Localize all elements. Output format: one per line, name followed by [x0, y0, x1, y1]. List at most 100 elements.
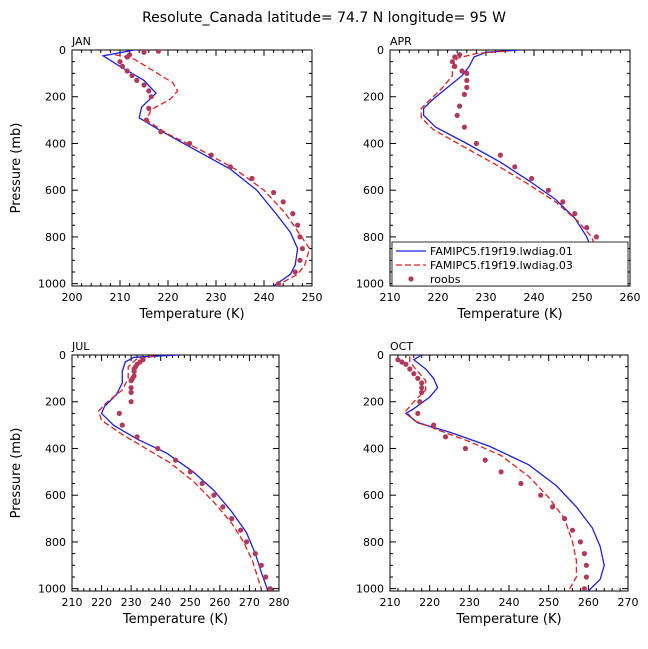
- obs-point: [545, 187, 552, 193]
- obs-point: [452, 63, 458, 69]
- obs-point: [128, 385, 134, 391]
- obs-point: [263, 574, 269, 580]
- obs-point: [461, 91, 467, 97]
- obs-point: [518, 480, 524, 487]
- obs-point: [134, 77, 140, 83]
- obs-point: [243, 539, 250, 545]
- obs-point: [128, 399, 134, 405]
- panel-jul: JUL 210 220 230 240 250 260 270 280 0 200 400 600 800…: [9, 340, 290, 627]
- legend-box: [391, 241, 629, 287]
- legend-swatch-roobs: [408, 276, 414, 282]
- x-tick-label: 230: [206, 291, 227, 304]
- x-tick-label: 260: [209, 596, 230, 609]
- obs-point: [462, 445, 468, 452]
- obs-point: [593, 234, 600, 240]
- obs-point: [577, 539, 584, 545]
- series-line-lwdiag01: [100, 355, 268, 589]
- obs-point: [449, 59, 455, 65]
- obs-point: [258, 562, 264, 568]
- x-tick-label: 230: [121, 596, 142, 609]
- obs-point: [252, 551, 258, 557]
- x-tick-label: 220: [91, 596, 112, 609]
- y-tick-label: 800: [363, 231, 384, 244]
- figure-title: Resolute_Canada latitude= 74.7 N longitu…: [142, 10, 506, 26]
- obs-point: [297, 234, 303, 240]
- obs-point: [275, 281, 281, 286]
- data-layer: [97, 355, 273, 591]
- x-tick-label: 200: [62, 291, 83, 304]
- y-tick-label: 200: [45, 91, 66, 104]
- obs-point: [271, 189, 277, 196]
- x-tick-label: 240: [150, 596, 171, 609]
- y-tick-label: 600: [45, 489, 66, 502]
- y-tick-label: 800: [45, 536, 66, 549]
- x-tick-label: 230: [459, 596, 480, 609]
- x-axis-label: Temperature (K): [456, 307, 562, 322]
- obs-point: [473, 140, 479, 147]
- y-axis-label: Pressure (mb): [9, 123, 24, 214]
- x-axis-label: Temperature (K): [455, 612, 561, 627]
- obs-point: [399, 359, 405, 365]
- x-tick-label: 220: [419, 596, 440, 609]
- series-line-lwdiag01: [101, 50, 299, 286]
- x-tick-label: 250: [302, 291, 323, 304]
- x-tick-label: 250: [180, 596, 201, 609]
- y-tick-label: 200: [363, 91, 384, 104]
- obs-point: [155, 50, 161, 54]
- panel-oct: OCT 210 220 230 240 250 260 270 0 200 400 600 800 100…: [356, 340, 639, 627]
- x-tick-label: 250: [572, 291, 593, 304]
- x-tick-label: 240: [524, 291, 545, 304]
- y-tick-label: 1000: [356, 583, 384, 596]
- x-tick-label: 270: [618, 596, 639, 609]
- obs-point: [583, 562, 590, 568]
- data-layer: [395, 355, 605, 591]
- y-tick-label: 600: [363, 184, 384, 197]
- obs-point: [290, 211, 296, 217]
- obs-point: [464, 77, 470, 83]
- x-tick-label: 220: [428, 291, 449, 304]
- legend: FAMIPC5.f19f19.lwdiag.01FAMIPC5.f19f19.l…: [391, 241, 629, 287]
- x-tick-label: 250: [538, 596, 559, 609]
- y-tick-label: 1000: [356, 278, 384, 291]
- y-tick-label: 0: [59, 44, 66, 57]
- obs-point: [187, 469, 193, 475]
- obs-point: [141, 50, 147, 55]
- obs-point: [497, 152, 503, 158]
- obs-point: [415, 375, 421, 381]
- obs-point: [572, 211, 578, 217]
- obs-point: [417, 399, 423, 405]
- panel-apr: APR 210 220 230 240 250 260 0 200 400 600 800 1000 Te…: [356, 35, 641, 322]
- obs-point: [134, 434, 140, 440]
- obs-point: [419, 389, 425, 395]
- obs-point: [512, 164, 518, 170]
- obs-point: [148, 94, 154, 100]
- obs-point: [292, 269, 298, 275]
- obs-point: [538, 492, 544, 498]
- data-layer: [101, 50, 311, 286]
- obs-point: [158, 129, 164, 135]
- x-axis-label: Temperature (K): [138, 307, 244, 322]
- obs-point: [143, 117, 149, 123]
- y-tick-label: 800: [45, 231, 66, 244]
- obs-point: [482, 457, 488, 463]
- y-tick-label: 200: [363, 396, 384, 409]
- obs-point: [297, 257, 303, 263]
- panel-title-apr: APR: [390, 35, 412, 48]
- obs-point: [419, 380, 425, 386]
- obs-point: [117, 59, 123, 65]
- obs-point: [457, 103, 463, 109]
- obs-point: [457, 52, 463, 58]
- obs-point: [459, 68, 465, 74]
- obs-point: [124, 68, 130, 74]
- obs-point: [419, 385, 425, 391]
- obs-point: [299, 246, 305, 252]
- obs-point: [128, 389, 134, 395]
- obs-point: [280, 199, 286, 205]
- y-tick-label: 0: [59, 349, 66, 362]
- x-tick-label: 260: [620, 291, 641, 304]
- x-tick-label: 220: [158, 291, 179, 304]
- obs-point: [415, 410, 421, 416]
- obs-point: [583, 574, 590, 580]
- plot-frame: [71, 49, 313, 287]
